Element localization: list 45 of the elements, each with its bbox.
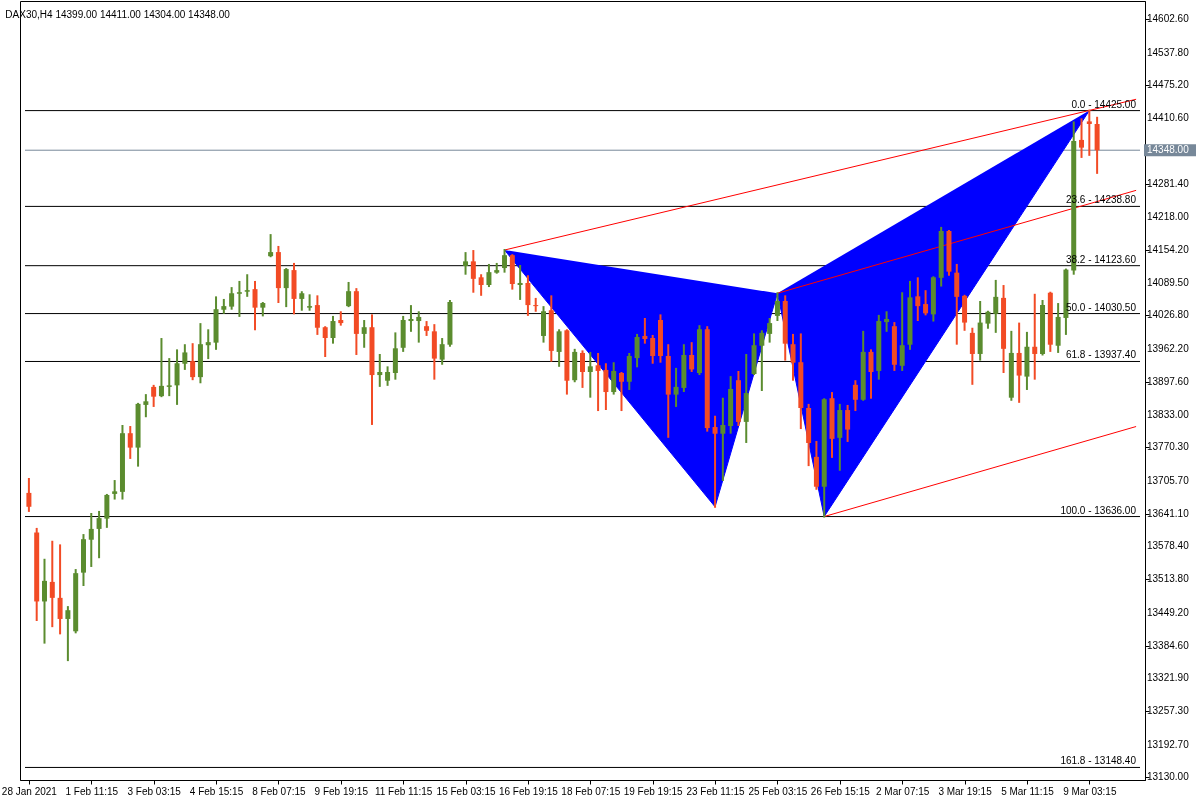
y-tick-label: 14281.40 bbox=[1147, 178, 1190, 190]
y-tick-label: 13257.30 bbox=[1147, 705, 1190, 717]
x-tick-label: 9 Mar 03:15 bbox=[1063, 785, 1117, 797]
annotation: 61.8 - 13937.40 bbox=[1065, 349, 1137, 361]
y-tick-label: 14154.20 bbox=[1147, 243, 1190, 255]
ref-line-label: 14348.00 bbox=[1147, 144, 1190, 156]
y-tick-label: 13192.70 bbox=[1147, 738, 1190, 750]
x-tick-label: 3 Mar 19:15 bbox=[938, 785, 993, 797]
y-tick-label: 14089.50 bbox=[1147, 277, 1190, 289]
y-tick-label: 13897.60 bbox=[1147, 375, 1190, 387]
y-tick-label: 13962.20 bbox=[1147, 342, 1190, 354]
x-tick-label: 11 Feb 11:15 bbox=[374, 785, 433, 797]
y-tick-label: 13641.10 bbox=[1147, 507, 1190, 519]
x-tick-label: 3 Feb 03:15 bbox=[127, 785, 182, 797]
y-tick-label: 14475.20 bbox=[1147, 78, 1190, 90]
x-tick-label: 19 Feb 19:15 bbox=[623, 785, 684, 797]
x-tick-label: 15 Feb 03:15 bbox=[436, 785, 496, 797]
y-tick-label: 13833.00 bbox=[1147, 409, 1190, 421]
x-tick-label: 25 Feb 03:15 bbox=[748, 785, 808, 797]
y-tick-label: 13578.40 bbox=[1147, 540, 1190, 552]
y-tick-label: 13705.70 bbox=[1147, 474, 1190, 486]
y-tick-label: 14026.80 bbox=[1147, 309, 1190, 321]
y-tick-label: 14537.80 bbox=[1147, 46, 1190, 58]
x-tick-label: 5 Mar 11:15 bbox=[1001, 785, 1055, 797]
x-tick-label: 18 Feb 07:15 bbox=[561, 785, 621, 797]
y-tick-label: 14218.00 bbox=[1147, 211, 1190, 223]
y-tick-label: 13770.30 bbox=[1147, 441, 1190, 453]
y-tick-label: 13130.00 bbox=[1147, 770, 1190, 782]
y-tick-label: 13449.20 bbox=[1147, 606, 1190, 618]
x-tick-label: 9 Feb 19:15 bbox=[314, 785, 369, 797]
x-tick-label: 23 Feb 11:15 bbox=[686, 785, 746, 797]
annotation: 100.0 - 13636.00 bbox=[1060, 504, 1137, 516]
x-tick-label: 26 Feb 15:15 bbox=[810, 785, 871, 797]
y-tick-label: 13321.90 bbox=[1147, 672, 1190, 684]
annotation: 161.8 - 13148.40 bbox=[1060, 755, 1137, 767]
x-tick-label: 4 Feb 15:15 bbox=[189, 785, 244, 797]
x-tick-label: 16 Feb 19:15 bbox=[498, 785, 559, 797]
y-tick-label: 13384.60 bbox=[1147, 639, 1190, 651]
y-tick-label: 13513.80 bbox=[1147, 573, 1190, 585]
x-tick-label: 8 Feb 07:15 bbox=[252, 785, 307, 797]
x-tick-label: 1 Feb 11:15 bbox=[65, 785, 119, 797]
x-tick-label: 2 Mar 07:15 bbox=[876, 785, 930, 797]
y-tick-label: 14602.60 bbox=[1147, 13, 1190, 25]
x-tick-label: 28 Jan 2021 bbox=[1, 785, 58, 797]
y-tick-label: 14410.60 bbox=[1147, 112, 1190, 123]
